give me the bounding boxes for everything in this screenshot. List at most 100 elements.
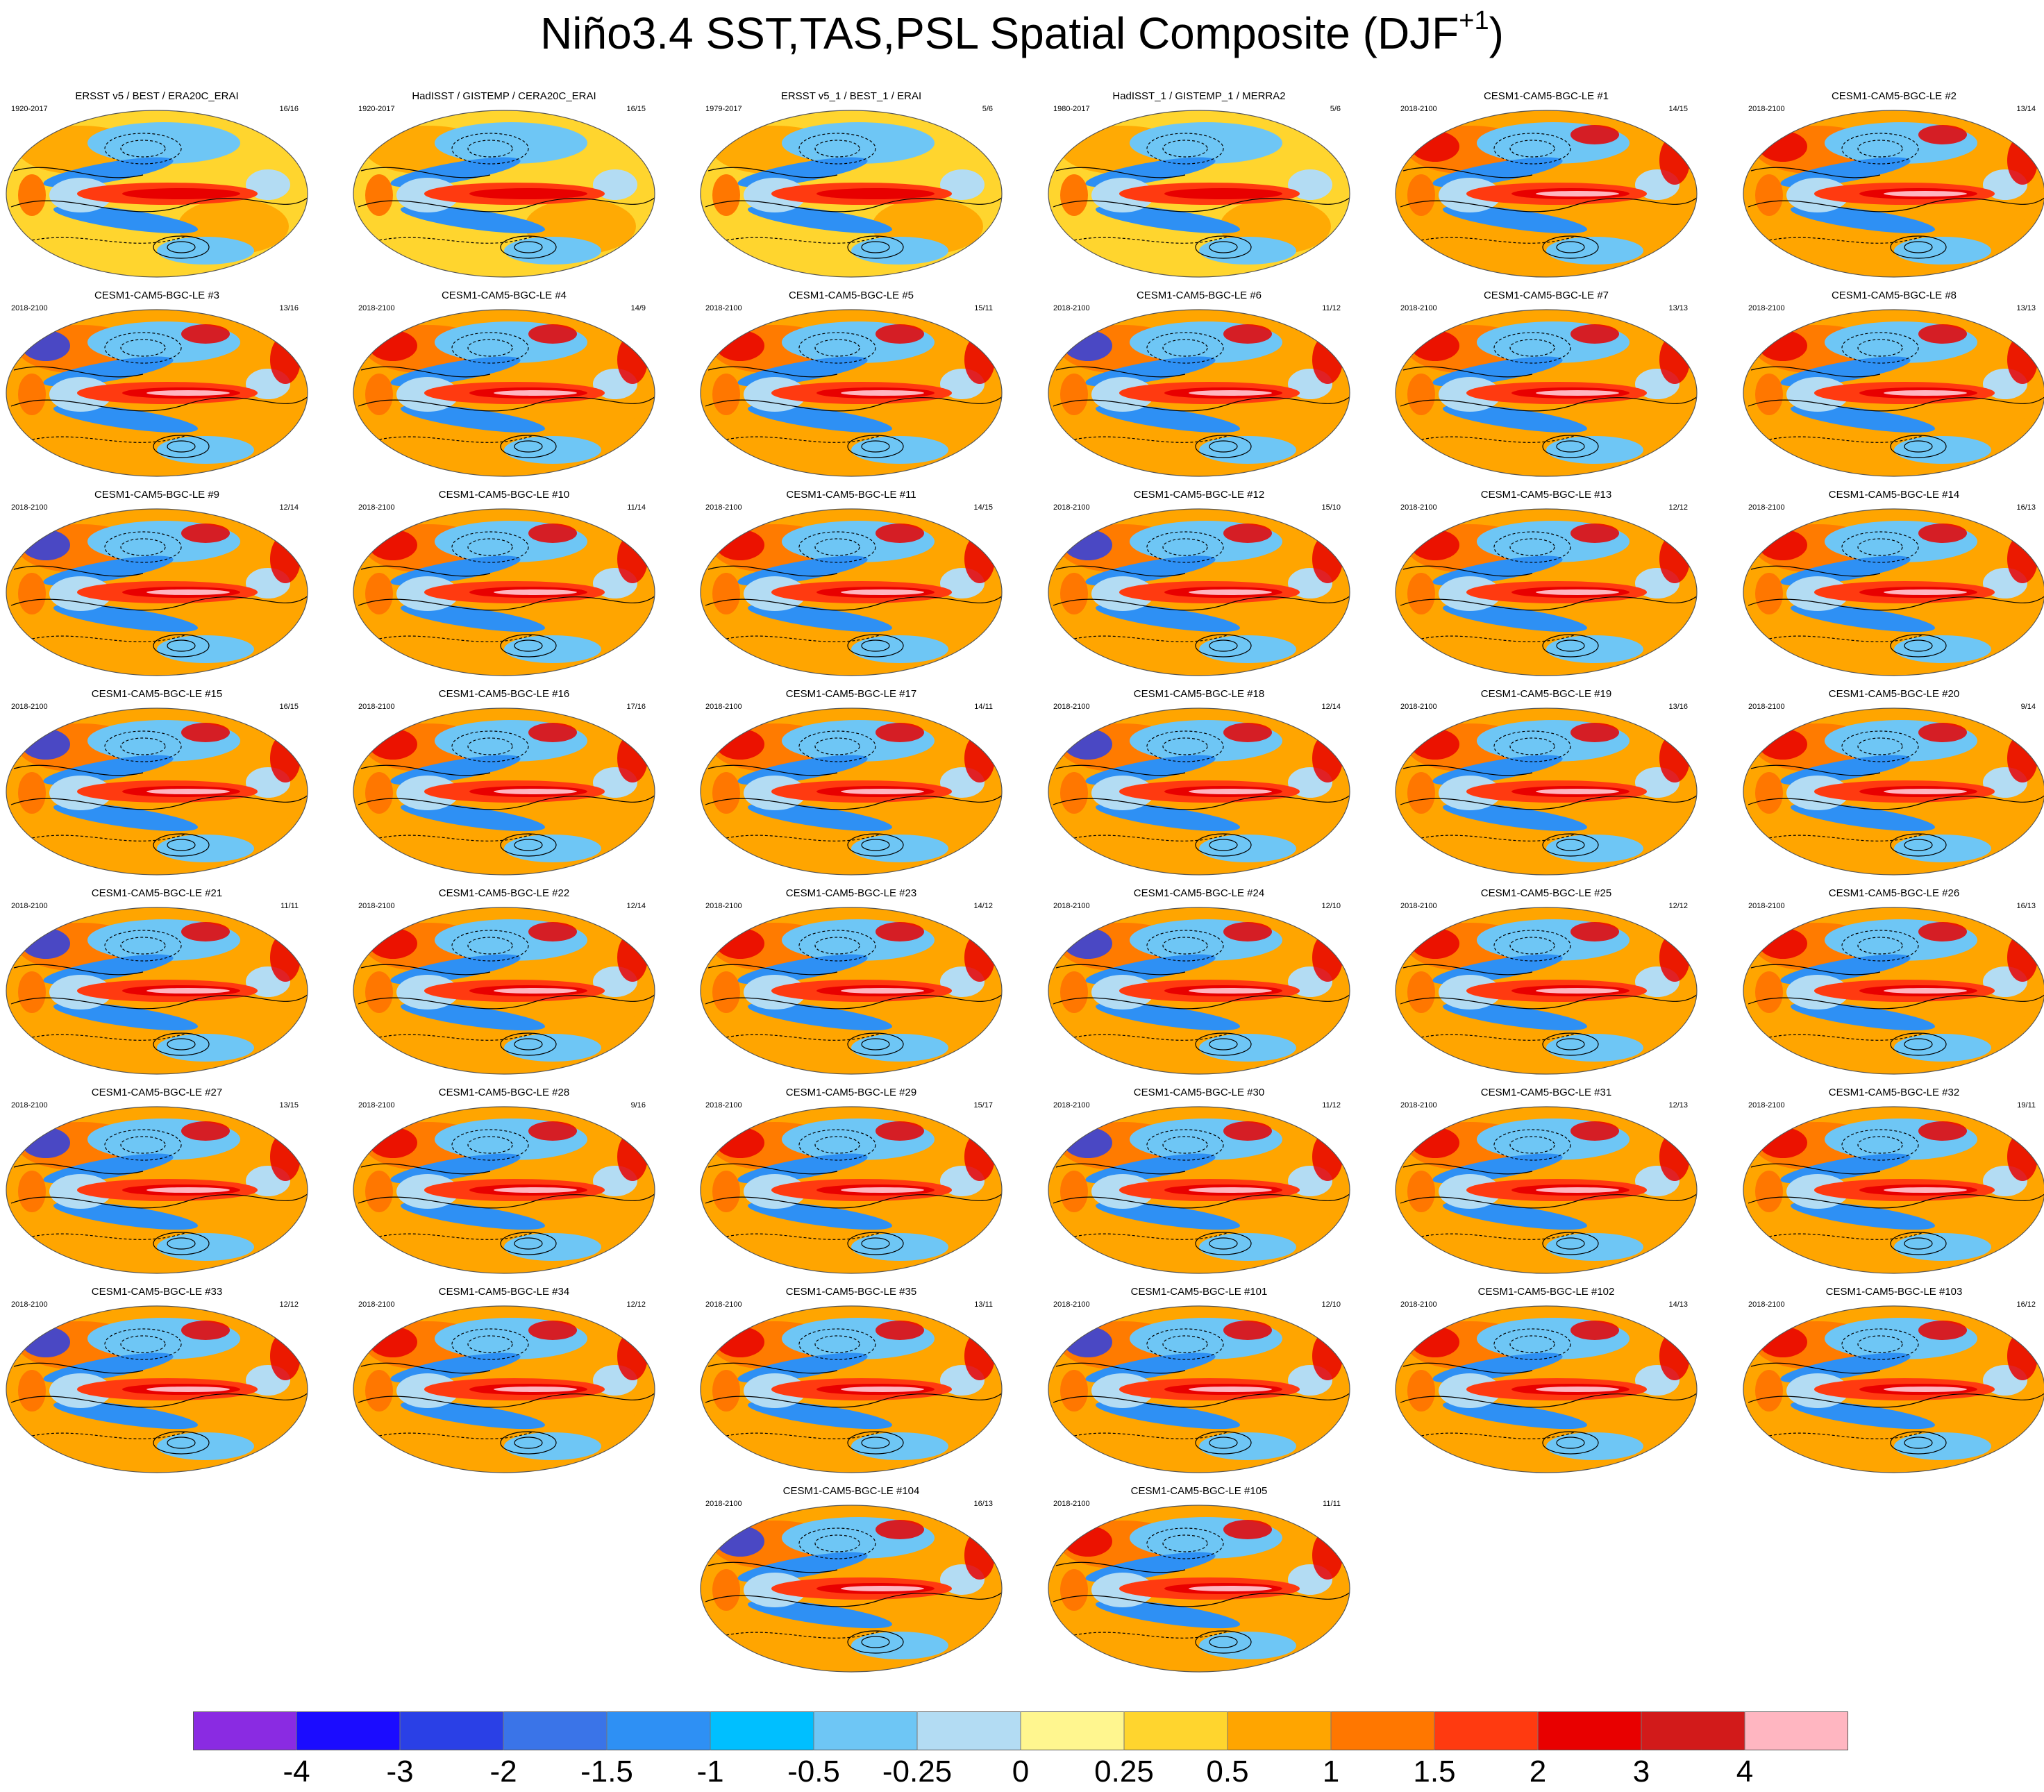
panel-event-count: 5/6 xyxy=(982,105,993,113)
panel-title: CESM1-CAM5-BGC-LE #35 xyxy=(785,1286,917,1298)
colorbar-tick-label: -1.5 xyxy=(580,1755,633,1789)
panel-title: CESM1-CAM5-BGC-LE #101 xyxy=(1130,1286,1268,1298)
panel-years: 2018-2100 xyxy=(705,1500,742,1508)
panel-years: 2018-2100 xyxy=(705,1101,742,1109)
map-panel: CESM1-CAM5-BGC-LE #104 2018-2100 16/13 xyxy=(698,1485,1004,1674)
composite-map xyxy=(6,508,308,676)
panel-years: 2018-2100 xyxy=(1400,503,1437,512)
panel-title: CESM1-CAM5-BGC-LE #19 xyxy=(1480,688,1612,700)
panel-event-count: 16/13 xyxy=(2016,503,2036,512)
map-panel: ERSST v5 / BEST / ERA20C_ERAI 1920-2017 16… xyxy=(4,90,310,279)
map-panel: CESM1-CAM5-BGC-LE #15 2018-2100 16/15 xyxy=(4,688,310,877)
panel-years: 2018-2100 xyxy=(1053,902,1090,910)
composite-map xyxy=(353,309,655,477)
map-panel: CESM1-CAM5-BGC-LE #19 2018-2100 13/16 xyxy=(1393,688,1699,877)
panel-years: 2018-2100 xyxy=(11,304,48,312)
panel-event-count: 13/15 xyxy=(279,1101,299,1109)
panel-event-count: 16/16 xyxy=(279,105,299,113)
panel-years: 2018-2100 xyxy=(11,1101,48,1109)
panel-title: CESM1-CAM5-BGC-LE #12 xyxy=(1133,489,1265,501)
panel-years: 1979-2017 xyxy=(705,105,742,113)
panel-event-count: 12/12 xyxy=(1668,902,1688,910)
map-panel: CESM1-CAM5-BGC-LE #24 2018-2100 12/10 xyxy=(1046,887,1352,1076)
colorbar-tick-label: -3 xyxy=(386,1755,414,1789)
panel-event-count: 11/12 xyxy=(1322,304,1341,312)
panel-title: CESM1-CAM5-BGC-LE #6 xyxy=(1136,290,1262,301)
map-panel: CESM1-CAM5-BGC-LE #30 2018-2100 11/12 xyxy=(1046,1087,1352,1275)
panel-years: 2018-2100 xyxy=(1400,902,1437,910)
panel-title: CESM1-CAM5-BGC-LE #105 xyxy=(1130,1485,1268,1497)
composite-map xyxy=(6,1106,308,1274)
panel-event-count: 15/17 xyxy=(973,1101,993,1109)
panel-years: 1920-2017 xyxy=(358,105,395,113)
panel-title: CESM1-CAM5-BGC-LE #31 xyxy=(1480,1087,1612,1098)
panel-years: 2018-2100 xyxy=(1400,105,1437,113)
panel-event-count: 14/12 xyxy=(973,902,993,910)
composite-map xyxy=(700,309,1003,477)
map-panel: CESM1-CAM5-BGC-LE #34 2018-2100 12/12 xyxy=(351,1286,657,1475)
composite-map xyxy=(1048,907,1350,1075)
panel-years: 2018-2100 xyxy=(1748,902,1785,910)
panel-years: 2018-2100 xyxy=(1748,703,1785,711)
colorbar-tick-label: 1 xyxy=(1322,1755,1340,1789)
composite-map xyxy=(1395,508,1698,676)
panel-event-count: 14/15 xyxy=(1668,105,1688,113)
panel-years: 2018-2100 xyxy=(1748,503,1785,512)
composite-map xyxy=(1743,508,2044,676)
colorbar-tick-label: 3 xyxy=(1632,1755,1650,1789)
panel-years: 2018-2100 xyxy=(1400,703,1437,711)
colorbar-swatch xyxy=(296,1711,401,1750)
colorbar-tick-label: -1 xyxy=(696,1755,724,1789)
panel-event-count: 16/15 xyxy=(279,703,299,711)
panel-title: CESM1-CAM5-BGC-LE #7 xyxy=(1483,290,1609,301)
composite-map xyxy=(1048,1505,1350,1673)
panel-title: CESM1-CAM5-BGC-LE #8 xyxy=(1831,290,1957,301)
colorbar-tick-label: 0.25 xyxy=(1094,1755,1154,1789)
panel-event-count: 12/14 xyxy=(626,902,646,910)
colorbar-tick-label: -4 xyxy=(283,1755,310,1789)
panel-event-count: 13/16 xyxy=(279,304,299,312)
composite-map xyxy=(1743,1305,2044,1473)
colorbar xyxy=(193,1711,1848,1750)
composite-map xyxy=(1743,309,2044,477)
map-panel: CESM1-CAM5-BGC-LE #6 2018-2100 11/12 xyxy=(1046,290,1352,478)
map-panel: CESM1-CAM5-BGC-LE #103 2018-2100 16/12 xyxy=(1741,1286,2044,1475)
figure-title-superscript: +1 xyxy=(1459,6,1489,35)
panel-years: 2018-2100 xyxy=(11,703,48,711)
map-panel: CESM1-CAM5-BGC-LE #2 2018-2100 13/14 xyxy=(1741,90,2044,279)
composite-map xyxy=(353,707,655,876)
panel-event-count: 19/11 xyxy=(2017,1101,2036,1109)
panel-event-count: 16/12 xyxy=(2016,1300,2036,1309)
panel-title: CESM1-CAM5-BGC-LE #25 xyxy=(1480,887,1612,899)
map-panel: CESM1-CAM5-BGC-LE #8 2018-2100 13/13 xyxy=(1741,290,2044,478)
figure-title-suffix: ) xyxy=(1489,8,1504,58)
composite-map xyxy=(1743,110,2044,278)
panel-years: 2018-2100 xyxy=(705,1300,742,1309)
panel-title: CESM1-CAM5-BGC-LE #30 xyxy=(1133,1087,1265,1098)
panel-event-count: 14/11 xyxy=(974,703,993,711)
panel-years: 2018-2100 xyxy=(705,902,742,910)
colorbar-swatch xyxy=(193,1711,297,1750)
panel-event-count: 12/12 xyxy=(626,1300,646,1309)
map-panel: CESM1-CAM5-BGC-LE #27 2018-2100 13/15 xyxy=(4,1087,310,1275)
panel-years: 2018-2100 xyxy=(1053,1101,1090,1109)
colorbar-tick-label: 2 xyxy=(1529,1755,1547,1789)
map-panel: CESM1-CAM5-BGC-LE #17 2018-2100 14/11 xyxy=(698,688,1004,877)
panel-years: 1980-2017 xyxy=(1053,105,1090,113)
panel-years: 2018-2100 xyxy=(1053,703,1090,711)
composite-map xyxy=(1743,707,2044,876)
panel-years: 2018-2100 xyxy=(1400,1101,1437,1109)
panel-years: 2018-2100 xyxy=(358,1300,395,1309)
composite-map xyxy=(1395,907,1698,1075)
panel-title: CESM1-CAM5-BGC-LE #24 xyxy=(1133,887,1265,899)
panel-event-count: 12/13 xyxy=(1668,1101,1688,1109)
panel-title: CESM1-CAM5-BGC-LE #16 xyxy=(438,688,570,700)
panel-years: 2018-2100 xyxy=(1053,1500,1090,1508)
panel-title: CESM1-CAM5-BGC-LE #33 xyxy=(91,1286,223,1298)
panel-title: CESM1-CAM5-BGC-LE #9 xyxy=(94,489,220,501)
panel-event-count: 15/10 xyxy=(1321,503,1341,512)
panel-years: 2018-2100 xyxy=(358,304,395,312)
map-panel: CESM1-CAM5-BGC-LE #102 2018-2100 14/13 xyxy=(1393,1286,1699,1475)
map-panel: CESM1-CAM5-BGC-LE #16 2018-2100 17/16 xyxy=(351,688,657,877)
composite-map xyxy=(1395,110,1698,278)
